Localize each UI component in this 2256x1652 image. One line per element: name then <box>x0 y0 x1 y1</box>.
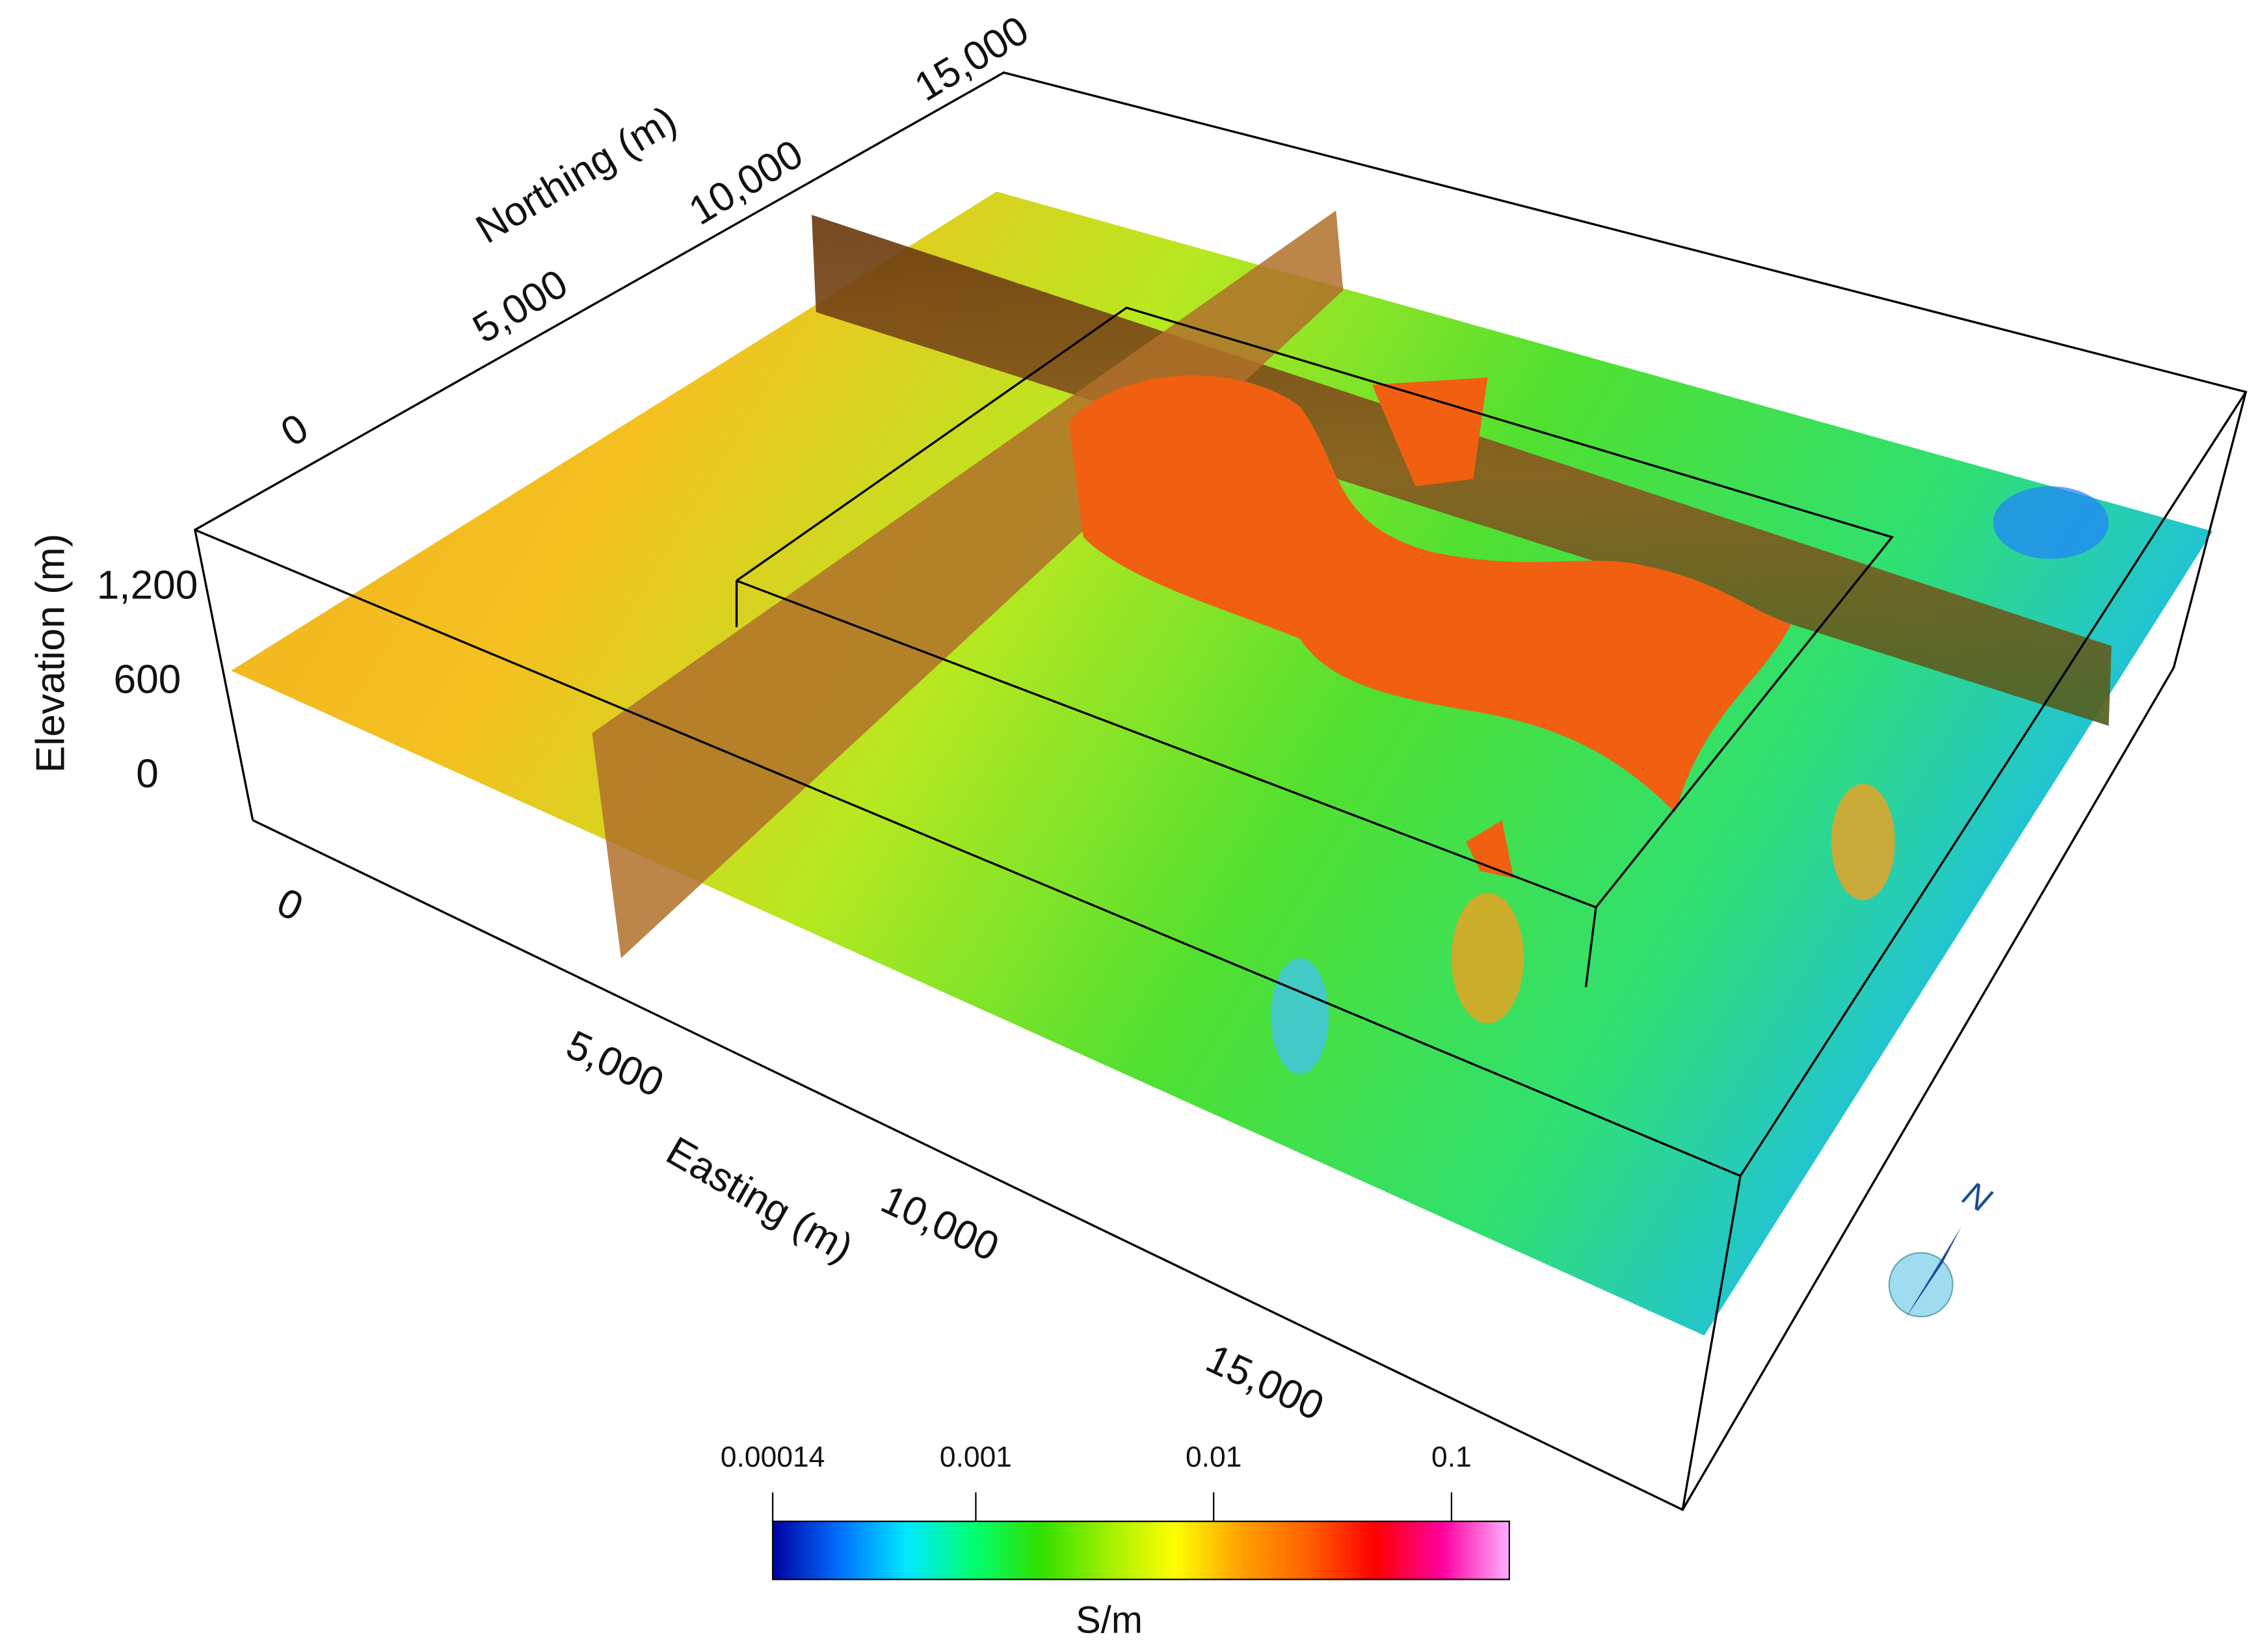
compass-label: N <box>1956 1174 1997 1220</box>
conductive-body <box>1068 375 1791 813</box>
axis-title: Easting (m) <box>659 1128 860 1272</box>
colorbar-tick-label: 0.01 <box>1186 1441 1241 1473</box>
inner-box <box>1584 907 1597 987</box>
tick-label: 0 <box>271 880 310 930</box>
colorbar-tick-label: 0.001 <box>940 1441 1012 1473</box>
colorbar-tick-label: 0.00014 <box>721 1441 825 1473</box>
tick-label: 5,000 <box>466 261 576 352</box>
tick-label: 0 <box>136 751 159 796</box>
box-edge <box>1681 1175 1742 1510</box>
inner-box <box>736 306 1894 909</box>
tick-label: 5,000 <box>560 1022 670 1106</box>
colorbar: S/m 0.00014 0.001 0.01 0.1 <box>721 1441 1510 1642</box>
compass-arrow <box>1904 1227 1961 1322</box>
scene <box>193 71 2248 1512</box>
tick-label: 0 <box>274 405 316 455</box>
compass-dial <box>1888 1252 1954 1318</box>
box-edge <box>193 71 2248 821</box>
anomaly <box>1993 486 2109 559</box>
conductive-body <box>1372 377 1488 486</box>
conductive-body <box>1466 820 1514 879</box>
compass: N <box>1888 1174 1998 1322</box>
axis-title: Northing (m) <box>468 98 684 252</box>
axis-title: Elevation (m) <box>29 533 73 773</box>
conductivity-slice <box>231 191 2213 1336</box>
colorbar-scale <box>772 1521 1510 1580</box>
tick-label: 10,000 <box>875 1177 1005 1270</box>
tick-label: 15,000 <box>907 8 1036 111</box>
anomaly <box>1831 784 1895 900</box>
tick-label: 600 <box>114 657 181 702</box>
anomaly <box>1271 958 1329 1074</box>
anomaly <box>1451 892 1524 1024</box>
colorbar-title: S/m <box>1076 1600 1143 1642</box>
colorbar-tick-label: 0.1 <box>1431 1441 1472 1473</box>
tick-label: 1,200 <box>97 563 198 607</box>
tick-label: 15,000 <box>1199 1336 1330 1429</box>
